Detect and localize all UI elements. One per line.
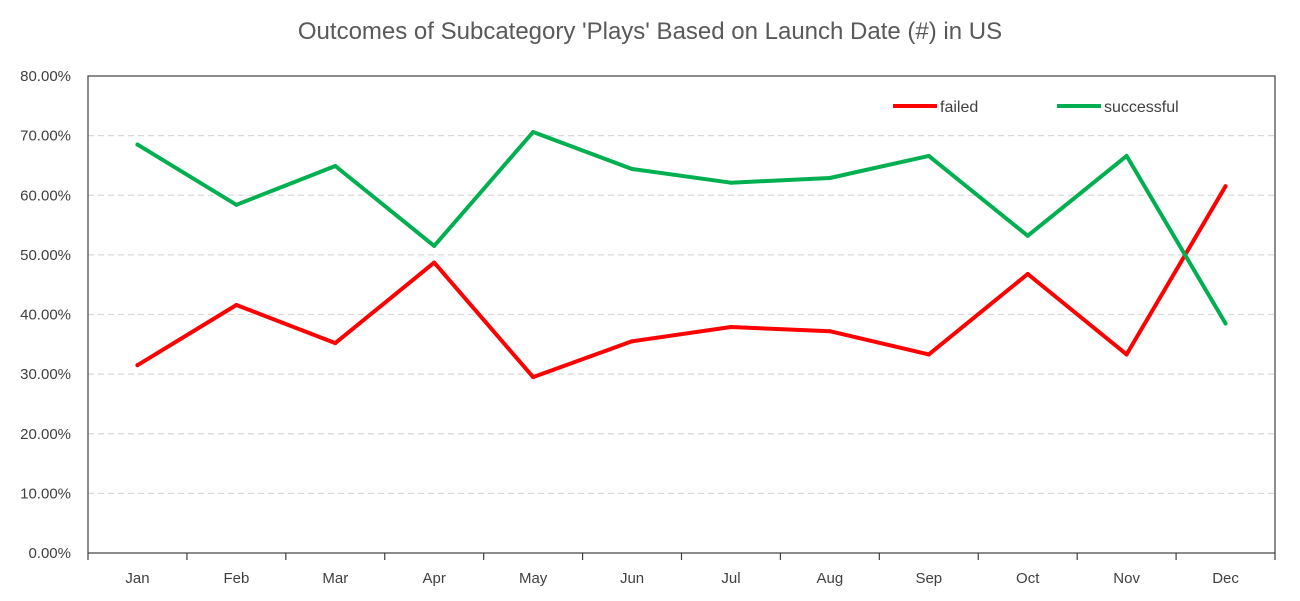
data-point-failed: [827, 329, 832, 334]
data-point-successful: [531, 130, 536, 135]
y-tick-label: 70.00%: [20, 128, 71, 145]
data-point-failed: [630, 339, 635, 344]
series-line-failed: [135, 184, 1228, 380]
data-point-failed: [1223, 184, 1228, 189]
x-tick-label: Nov: [1113, 570, 1140, 587]
data-point-successful: [630, 167, 635, 172]
x-tick-label: Mar: [322, 570, 348, 587]
y-tick-label: 50.00%: [20, 247, 71, 264]
data-point-failed: [1124, 352, 1129, 357]
x-tick-label: Sep: [915, 570, 942, 587]
x-tick-label: Feb: [223, 570, 249, 587]
y-tick-label: 20.00%: [20, 426, 71, 443]
x-tick-label: Aug: [817, 570, 844, 587]
data-point-failed: [926, 352, 931, 357]
x-tick-label: Jun: [620, 570, 644, 587]
data-point-successful: [234, 202, 239, 207]
data-point-successful: [926, 153, 931, 158]
y-tick-label: 30.00%: [20, 366, 71, 383]
data-point-successful: [1223, 321, 1228, 326]
data-point-successful: [1025, 233, 1030, 238]
y-tick-label: 10.00%: [20, 485, 71, 502]
data-point-failed: [432, 260, 437, 265]
data-point-failed: [234, 302, 239, 307]
data-point-successful: [728, 180, 733, 185]
series-line-successful: [135, 130, 1228, 326]
x-tick-label: Oct: [1016, 570, 1040, 587]
data-point-successful: [827, 175, 832, 180]
data-point-failed: [728, 325, 733, 330]
y-tick-label: 60.00%: [20, 187, 71, 204]
chart-title: Outcomes of Subcategory 'Plays' Based on…: [297, 18, 1003, 45]
y-tick-label: 80.00%: [20, 68, 71, 85]
x-tick-label: Dec: [1212, 570, 1239, 587]
x-tick-label: May: [519, 570, 548, 587]
data-point-failed: [135, 363, 140, 368]
y-tick-label: 40.00%: [20, 307, 71, 324]
y-tick-label: 0.00%: [28, 545, 71, 562]
legend-label-failed: failed: [940, 99, 978, 116]
data-point-failed: [1025, 271, 1030, 276]
x-tick-label: Jan: [125, 570, 149, 587]
data-point-successful: [1124, 153, 1129, 158]
data-point-successful: [432, 243, 437, 248]
legend-label-successful: successful: [1104, 99, 1179, 116]
x-tick-label: Apr: [423, 570, 446, 587]
data-point-successful: [333, 164, 338, 169]
data-point-successful: [135, 142, 140, 147]
data-point-failed: [531, 375, 536, 380]
data-point-failed: [333, 341, 338, 346]
x-tick-label: Jul: [721, 570, 740, 587]
